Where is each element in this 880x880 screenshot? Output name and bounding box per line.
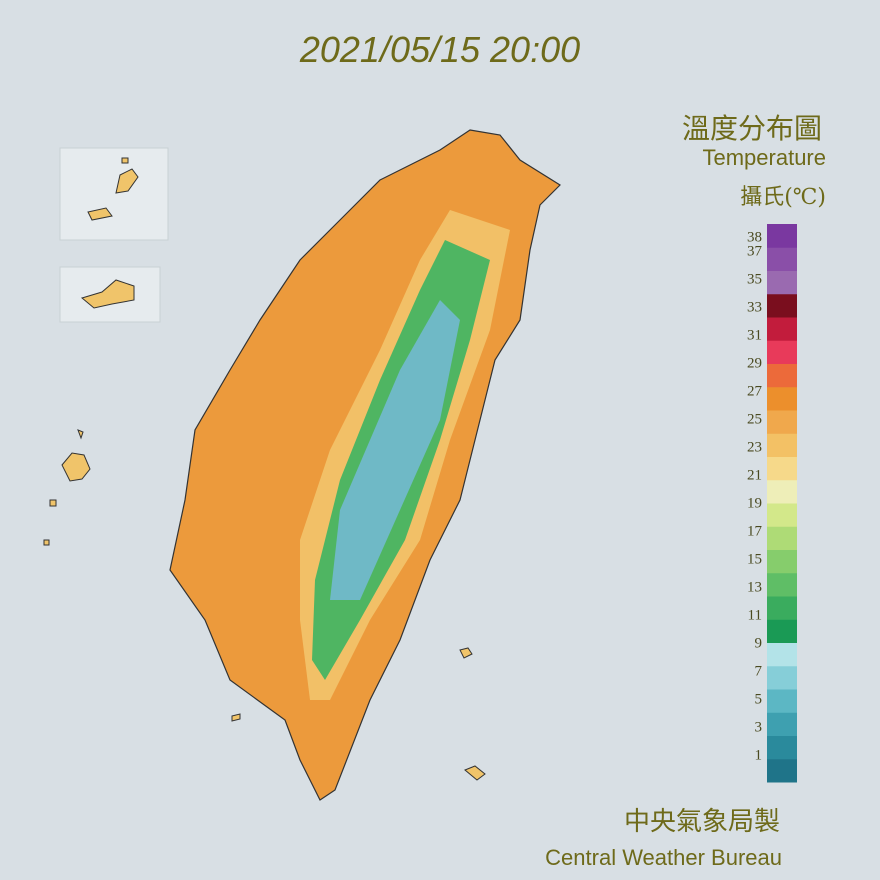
legend-tick-label: 11 [748,607,762,623]
inset-box [59,147,169,241]
island [231,647,486,781]
credit-en: Central Weather Bureau [545,845,782,870]
legend-swatch [767,758,797,783]
legend-tick-label: 25 [747,411,762,427]
island [87,157,139,221]
legend-swatch [767,224,797,248]
legend-swatch [767,340,797,364]
legend-tick-label: 31 [747,327,762,343]
legend-tick-label: 19 [747,495,762,511]
credit: 中央氣象局製 [624,807,780,837]
legend-swatch [767,665,797,690]
timestamp: 2021/05/15 20:00 [299,29,580,70]
legend-swatch [767,503,797,527]
legend-swatch [767,293,797,318]
legend-swatch [767,619,797,643]
legend-swatch [767,270,797,295]
legend-subtitle: Temperature [702,145,826,170]
legend-swatch [767,317,797,341]
legend-swatch [767,549,797,574]
legend-tick-label: 27 [747,383,763,399]
island [80,279,135,309]
legend-swatch [767,526,797,550]
legend-swatch [767,433,797,457]
legend-tick-label: 1 [755,747,763,763]
legend-title: 溫度分布圖 [682,112,822,145]
island [43,429,91,546]
taiwan-peaks [330,300,460,600]
legend-tick-label: 13 [747,579,762,595]
legend-tick-label: 37 [747,243,763,259]
legend-tick-label: 9 [755,635,763,651]
legend-tick-label: 29 [747,355,762,371]
legend-swatch [767,642,797,667]
legend-swatch [767,363,797,388]
legend-swatch [767,410,797,434]
legend-tick-label: 7 [755,663,763,679]
legend-tick-label: 33 [747,299,762,315]
legend-tick-label: 35 [747,271,762,287]
legend-swatch [767,596,797,620]
legend-swatch [767,689,797,713]
legend-tick-label: 21 [747,467,762,483]
legend-tick-label: 5 [755,691,763,707]
legend-swatch [767,456,797,481]
legend-tick-label: 15 [747,551,762,567]
legend-unit: 攝氏(℃) [740,185,826,210]
legend-swatch [767,712,797,736]
legend-swatch [767,247,797,271]
legend-swatch [767,479,797,504]
legend-swatch [767,735,797,760]
legend-tick-label: 38 [747,229,762,245]
legend-swatch [767,386,797,411]
legend-swatch [767,572,797,597]
legend-tick-label: 17 [747,523,763,539]
legend-tick-label: 3 [755,719,763,735]
legend-tick-label: 23 [747,439,762,455]
